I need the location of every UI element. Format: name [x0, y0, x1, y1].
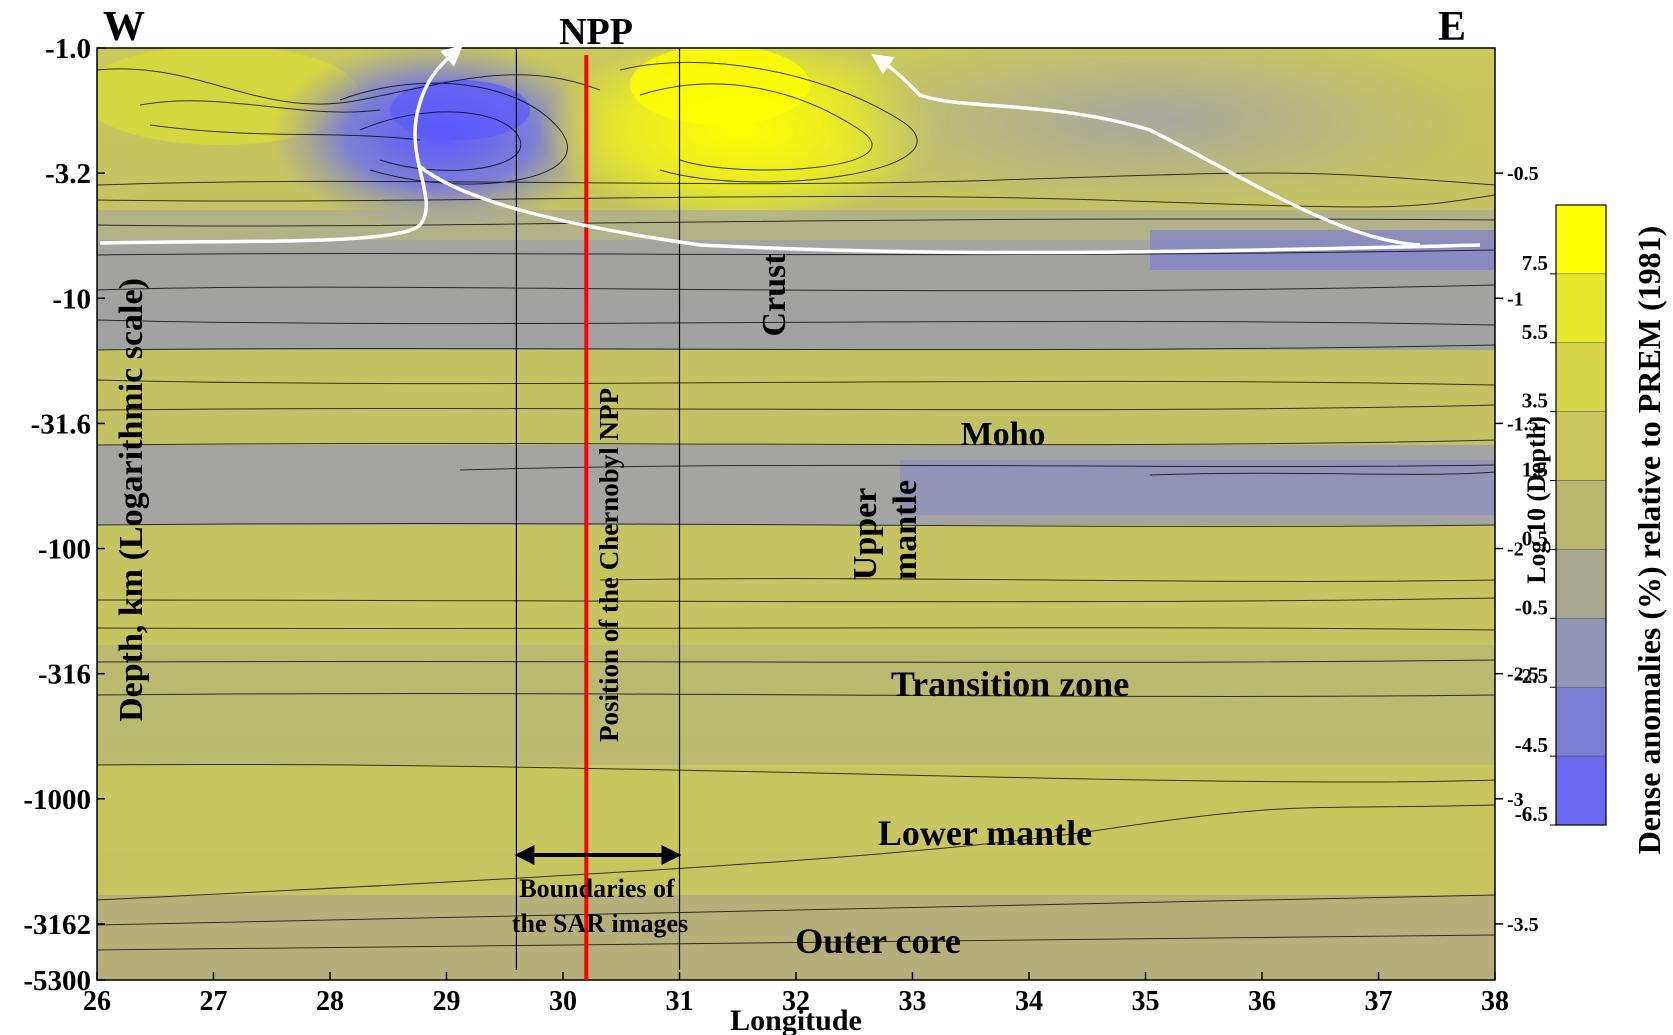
- colorbar-tick-label: -2.5: [1515, 664, 1548, 688]
- y2-axis-label: Log 10 (Depth): [1522, 416, 1551, 584]
- flow-arrow-east: [871, 54, 1421, 247]
- colorbar-tick-label: 1.5: [1522, 458, 1548, 482]
- y-tick-label: -100: [38, 534, 91, 566]
- x-tick-label: 30: [549, 986, 577, 1017]
- y-tick-label: -3162: [23, 909, 91, 941]
- x-tick-label: 29: [433, 986, 461, 1017]
- y-tick-label: -31.6: [31, 408, 91, 440]
- west-label: W: [103, 4, 145, 50]
- y-tick-label: -5300: [23, 965, 91, 997]
- layer-label-lower-mantle: Lower mantle: [878, 813, 1092, 853]
- sar-label-line-1: Boundaries of: [519, 874, 675, 903]
- colorbar-swatch: [1555, 480, 1607, 550]
- layer-label-upper-mantle: Upper mantle: [847, 480, 924, 580]
- east-label: E: [1438, 4, 1466, 50]
- y2-tick-label: -3: [1507, 789, 1524, 811]
- flow-arrows: [99, 45, 1481, 255]
- x-tick-label: 33: [899, 986, 927, 1017]
- y2-tick-label: -3.5: [1507, 914, 1539, 936]
- y-axis-label: Depth, km (Logarithmic scale): [113, 278, 150, 722]
- layer-label-transition-zone: Transition zone: [891, 664, 1129, 704]
- x-tick-label: 32: [782, 986, 810, 1017]
- y-tick-label: -10: [52, 283, 91, 315]
- x-tick-label: 37: [1365, 986, 1393, 1017]
- overlay-layer: [514, 48, 682, 980]
- x-tick-label: 38: [1481, 986, 1509, 1017]
- layer-label-crust: Crust: [756, 253, 793, 337]
- colorbar-swatch: [1555, 411, 1607, 481]
- y2-tick-label: -2.5: [1507, 664, 1539, 686]
- y-tick-label: -316: [38, 659, 91, 691]
- y-tick-label: -1.0: [45, 33, 91, 65]
- x-tick-label: 34: [1015, 986, 1043, 1017]
- y-tick-label: -3.2: [45, 158, 91, 190]
- colorbar-frame: [1555, 204, 1607, 826]
- colorbar-tick-label: 7.5: [1522, 251, 1548, 275]
- layer-label-outer-core: Outer core: [795, 921, 961, 961]
- x-tick-label: 26: [83, 986, 111, 1017]
- colorbar-swatch: [1555, 549, 1607, 619]
- upper-mantle-line-2: mantle: [887, 480, 924, 580]
- colorbar-swatch: [1555, 755, 1607, 826]
- colorbar-tick-label: 3.5: [1522, 389, 1548, 413]
- colorbar-swatch: [1555, 618, 1607, 688]
- colorbar-tick-label: -0.5: [1515, 595, 1548, 619]
- npp-top-label: NPP: [559, 11, 633, 53]
- colorbar-swatch: [1555, 686, 1607, 757]
- upper-mantle-line-1: Upper: [847, 488, 884, 580]
- y2-tick-label: -0.5: [1507, 163, 1539, 185]
- x-tick-label: 28: [316, 986, 344, 1017]
- y-tick-label: -1000: [23, 784, 91, 816]
- y2-tick-label: -1: [1507, 288, 1524, 310]
- contour-lines: [97, 61, 1495, 951]
- x-tick-label: 31: [666, 986, 694, 1017]
- y-axis-left: -1.0 -3.2 -10 -31.6 -100 -316 -1000 -3162 -5300: [23, 33, 105, 997]
- colorbar: 7.5 5.5 3.5 1.5 0.5 -0.5 -2.5 -4.5 -6.5: [1515, 204, 1607, 826]
- colorbar-swatch: [1555, 204, 1607, 275]
- sar-label-line-2: the SAR images: [512, 909, 688, 938]
- colorbar-swatch: [1555, 273, 1607, 344]
- y2-tick-label: -1.5: [1507, 413, 1539, 435]
- x-tick-label: 36: [1248, 986, 1276, 1017]
- y2-tick-label: -2: [1507, 539, 1524, 561]
- colorbar-swatch: [1555, 342, 1607, 412]
- colorbar-tick-label: 0.5: [1522, 526, 1548, 550]
- flow-arrow-central: [416, 163, 1481, 255]
- x-axis-label: Longitude: [730, 1004, 862, 1035]
- heatmap-field: [97, 48, 1495, 980]
- layer-label-moho: Moho: [961, 416, 1046, 453]
- x-tick-label: 27: [200, 986, 228, 1017]
- npp-position-label: Position of the Chernobyl NPP: [594, 388, 624, 742]
- flow-arrow-west: [99, 45, 463, 245]
- y-axis-right: -0.5 -1 -1.5 -2 -2.5 -3 -3.5: [1495, 163, 1539, 936]
- colorbar-tick-label: -4.5: [1515, 733, 1548, 757]
- colorbar-tick-label: -6.5: [1515, 802, 1548, 826]
- colorbar-tick-label: 5.5: [1522, 320, 1548, 344]
- colorbar-label: Dense anomalies (%) relative to PREM (19…: [1631, 226, 1667, 855]
- x-axis: 26 27 28 29 30 31 32 33 34 35 36 37 38: [83, 972, 1509, 1017]
- x-tick-label: 35: [1132, 986, 1160, 1017]
